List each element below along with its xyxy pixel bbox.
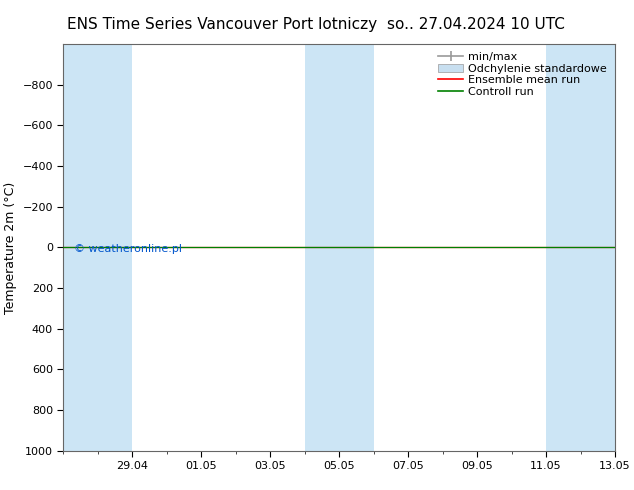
Legend: min/max, Odchylenie standardowe, Ensemble mean run, Controll run: min/max, Odchylenie standardowe, Ensembl… <box>436 49 609 99</box>
Y-axis label: Temperature 2m (°C): Temperature 2m (°C) <box>4 181 17 314</box>
Bar <box>63 44 133 451</box>
Bar <box>546 44 615 451</box>
Text: © weatheronline.pl: © weatheronline.pl <box>74 244 183 254</box>
Text: ENS Time Series Vancouver Port lotniczy: ENS Time Series Vancouver Port lotniczy <box>67 17 377 32</box>
Bar <box>305 44 373 451</box>
Text: so.. 27.04.2024 10 UTC: so.. 27.04.2024 10 UTC <box>387 17 564 32</box>
